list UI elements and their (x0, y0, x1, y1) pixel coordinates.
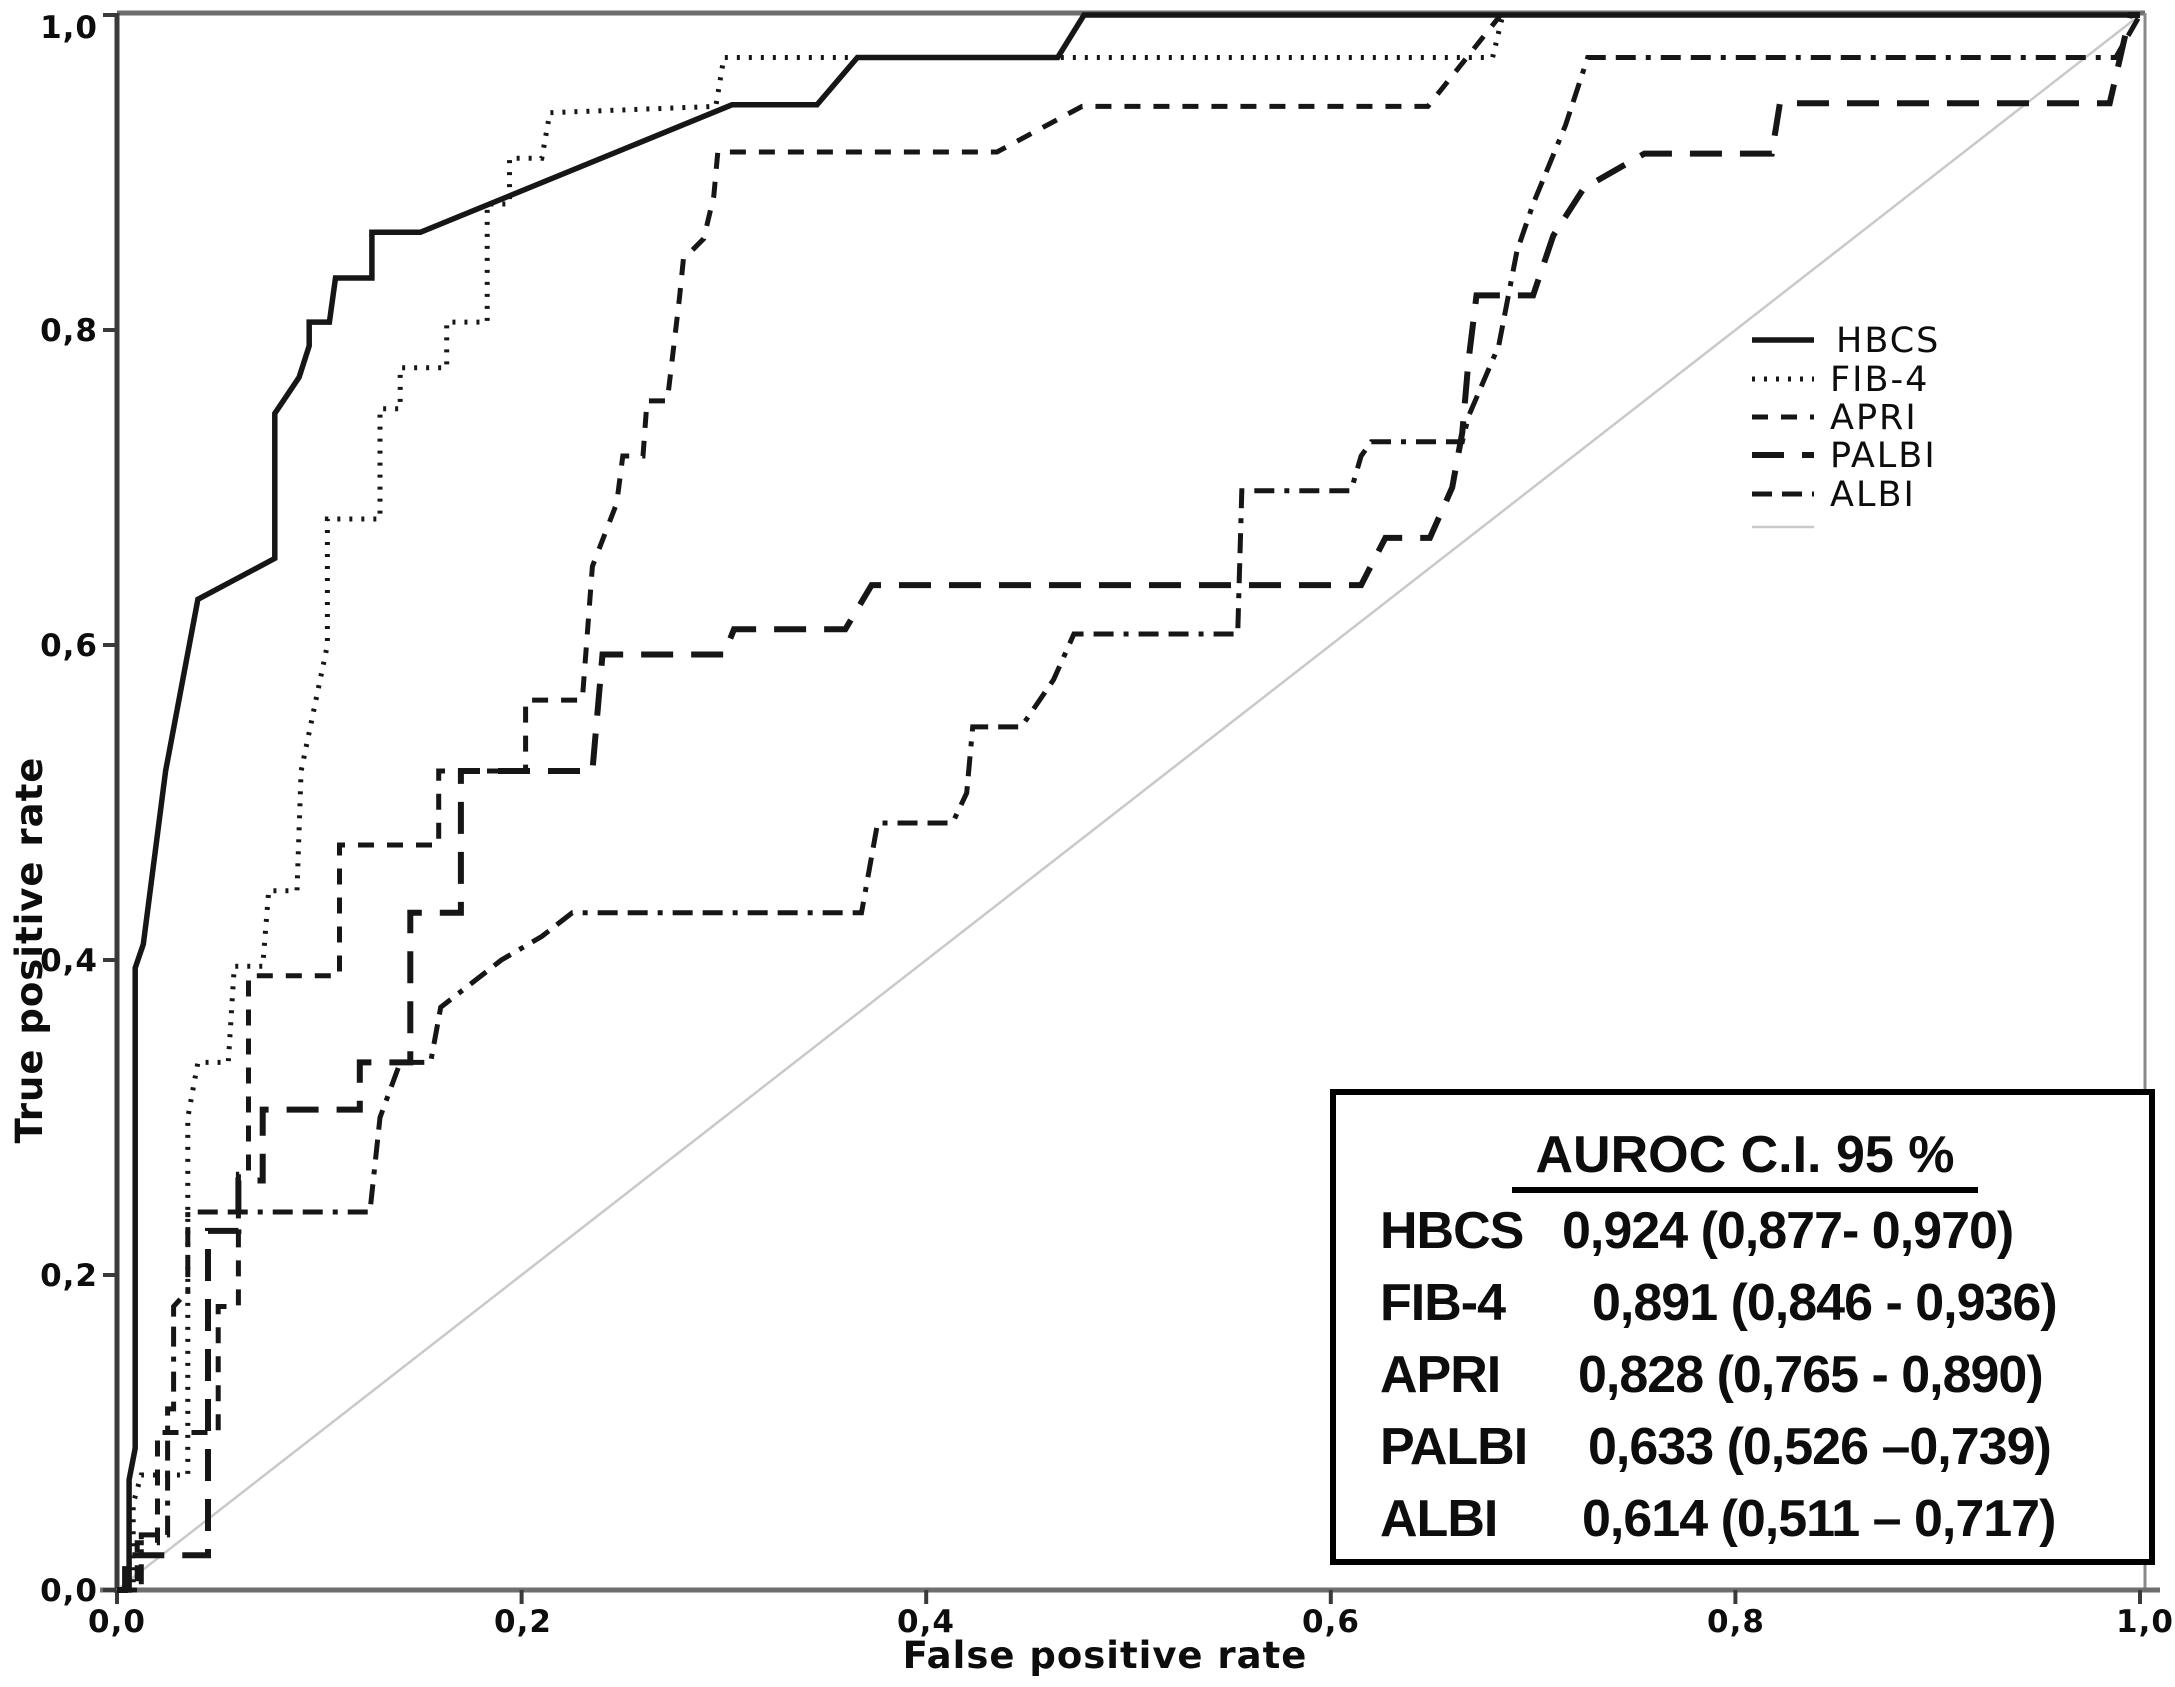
x-tick-label: 0,4 (897, 1604, 955, 1640)
y-tick-label: 0,2 (40, 1258, 98, 1294)
legend: HBCS FIB-4 APRI PALBI ALBI (1752, 321, 1940, 529)
x-tick-label: 0,6 (1302, 1604, 1360, 1640)
auroc-row-value: 0,828 (0,765 - 0,890) (1578, 1346, 2043, 1404)
y-tick-label: 0,6 (40, 628, 98, 664)
x-tick-label: 0,2 (494, 1604, 552, 1640)
auroc-row-name: ALBI (1380, 1490, 1497, 1548)
axis-ticks (103, 13, 2142, 1604)
legend-label-albi: ALBI (1830, 475, 1916, 515)
legend-label-palbi: PALBI (1830, 436, 1937, 476)
auroc-box: AUROC C.I. 95 % HBCS 0,924 (0,877- 0,970… (1330, 1089, 2155, 1565)
y-tick-label: 0,4 (40, 943, 98, 979)
x-tick-label: 1,0 (2116, 1604, 2174, 1640)
x-tick-labels: 0,0 0,2 0,4 0,6 0,8 1,0 (88, 1604, 2174, 1640)
x-axis-title: False positive rate (903, 1634, 1308, 1677)
auroc-box-border (1330, 1089, 2155, 1565)
x-tick-label: 0,8 (1707, 1604, 1765, 1640)
roc-curve-hbcs (117, 12, 2140, 1593)
auroc-row-name: PALBI (1380, 1418, 1527, 1476)
auroc-row-name: APRI (1380, 1346, 1500, 1404)
y-axis-title: True positive rate (8, 757, 51, 1144)
auroc-row-value: 0,633 (0,526 –0,739) (1588, 1418, 2051, 1476)
roc-curve-albi (117, 13, 2143, 1593)
auroc-box-header: AUROC C.I. 95 % (1536, 1126, 1955, 1184)
auroc-row-value: 0,614 (0,511 – 0,717) (1582, 1490, 2055, 1548)
auroc-row-name: HBCS (1380, 1202, 1523, 1260)
roc-curve-fib-4 (117, 12, 2140, 1593)
y-tick-label: 0,8 (40, 313, 98, 349)
roc-curve-apri (117, 12, 2140, 1593)
auroc-row-value: 0,924 (0,877- 0,970) (1562, 1202, 2013, 1260)
auroc-row-name: FIB-4 (1380, 1274, 1506, 1332)
x-tick-label: 0,0 (88, 1604, 146, 1640)
y-tick-labels: 0,0 0,2 0,4 0,6 0,8 1,0 (40, 10, 98, 1609)
y-tick-label: 1,0 (40, 10, 98, 46)
legend-label-fib4: FIB-4 (1830, 360, 1929, 400)
auroc-row-value: 0,891 (0,846 - 0,936) (1592, 1274, 2057, 1332)
roc-curve-reference (116, 14, 2141, 1591)
y-tick-label: 0,0 (40, 1573, 98, 1609)
legend-label-hbcs: HBCS (1836, 321, 1940, 361)
legend-label-apri: APRI (1830, 398, 1918, 438)
roc-curves (116, 12, 2143, 1593)
